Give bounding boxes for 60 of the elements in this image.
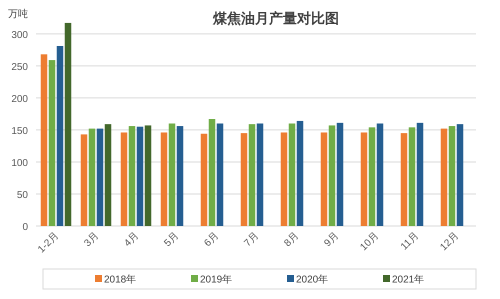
- bar: [248, 124, 256, 226]
- bar: [200, 134, 208, 226]
- bar: [288, 124, 296, 226]
- bar: [136, 126, 144, 226]
- y-tick-label: 300: [11, 30, 28, 41]
- chart-title: 煤焦油月产量对比图: [212, 10, 339, 26]
- legend-label: 2020年: [296, 274, 328, 286]
- bar: [144, 125, 152, 226]
- bar: [448, 126, 456, 226]
- y-tick-label: 150: [11, 126, 28, 137]
- bar: [80, 134, 88, 226]
- bar: [296, 120, 304, 226]
- x-tick-label: 8月: [282, 230, 302, 250]
- legend-label: 2018年: [104, 274, 136, 286]
- bar: [400, 133, 408, 226]
- bar: [328, 125, 336, 226]
- bar: [88, 128, 96, 226]
- x-tick-label: 5月: [162, 230, 182, 250]
- y-tick-label: 0: [22, 222, 28, 233]
- x-tick-label: 3月: [82, 230, 102, 250]
- bar: [120, 132, 128, 226]
- y-axis-title: 万吨: [8, 8, 28, 20]
- legend-label: 2021年: [392, 274, 424, 286]
- bar: [376, 124, 384, 226]
- bar: [160, 132, 168, 226]
- x-tick-label: 11月: [398, 230, 422, 253]
- y-tick-label: 200: [11, 94, 28, 105]
- bar: [456, 124, 464, 226]
- bar: [216, 124, 224, 226]
- x-tick-label: 7月: [242, 230, 262, 250]
- bar: [256, 124, 264, 226]
- bar: [48, 60, 56, 226]
- x-tick-label: 12月: [438, 230, 462, 254]
- bar: [208, 119, 216, 226]
- bar: [96, 128, 104, 226]
- y-tick-label: 250: [11, 62, 28, 73]
- bar: [280, 132, 288, 226]
- x-tick-label: 9月: [322, 230, 342, 250]
- bar: [416, 122, 424, 226]
- bar: [128, 126, 136, 226]
- bar: [56, 46, 64, 226]
- x-tick-label: 1-2月: [36, 230, 62, 256]
- y-tick-label: 50: [16, 190, 28, 201]
- bar: [240, 133, 248, 226]
- bar: [368, 127, 376, 226]
- y-tick-label: 100: [11, 158, 28, 169]
- x-tick-label: 4月: [122, 230, 142, 250]
- bar: [408, 127, 416, 226]
- bar: [104, 124, 112, 226]
- bar: [168, 124, 176, 226]
- bar: [360, 132, 368, 226]
- legend-label: 2019年: [200, 274, 232, 286]
- bar: [336, 122, 344, 226]
- bar: [440, 128, 448, 226]
- bar: [320, 132, 328, 226]
- bar: [40, 54, 48, 226]
- x-tick-label: 6月: [202, 230, 222, 250]
- bar: [64, 22, 72, 226]
- x-tick-label: 10月: [358, 230, 382, 254]
- bar: [176, 126, 184, 226]
